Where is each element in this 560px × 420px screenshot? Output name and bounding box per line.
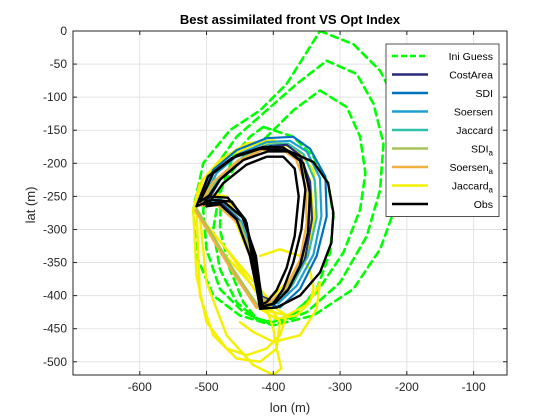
x-tick-label: -100 [462, 380, 486, 394]
series-group [191, 31, 409, 375]
series-line-21 [201, 150, 312, 308]
y-axis-label: lat (m) [23, 187, 38, 224]
legend-entry-label: SDI [475, 88, 493, 100]
axis-ticks: -600 -500 -400 -300 -200 -100 0 -50 -100 -150 -200… [43, 24, 507, 394]
plot-frame [72, 30, 508, 376]
y-tick-label: -150 [43, 123, 67, 137]
legend-entry-subscript: a [489, 186, 494, 195]
y-tick-label: -250 [43, 189, 67, 203]
x-tick-label: -200 [395, 380, 419, 394]
legend-entry-label: Soersena [449, 162, 493, 176]
legend: Ini GuessCostAreaSDISoersenJaccardSDIaSo… [385, 43, 500, 217]
x-tick-label: -500 [195, 380, 219, 394]
x-tick-label: -400 [261, 380, 285, 394]
series-line-6 [198, 214, 283, 375]
legend-entry-subscript: a [489, 149, 494, 158]
legend-entry-text: Obs [474, 199, 493, 211]
legend-entry-label: CostArea [449, 70, 493, 82]
legend-entry-label: SDIa [471, 144, 494, 158]
series-line-7 [238, 281, 322, 344]
chart-title: Best assimilated front VS Opt Index [180, 12, 401, 27]
legend-entry-label: Obs [474, 199, 493, 211]
legend-entry-label: Jaccarda [452, 181, 494, 195]
y-tick-label: -50 [50, 57, 68, 71]
legend-entry-subscript: a [489, 167, 494, 176]
legend-entry-label: Soersen [454, 107, 493, 119]
legend-entry-text: Jaccard [456, 125, 493, 137]
x-tick-label: -600 [128, 380, 152, 394]
legend-entry-text: Ini Guess [449, 51, 493, 63]
legend-entry-label: Ini Guess [449, 51, 493, 63]
series-line-22 [205, 155, 300, 307]
y-tick-label: 0 [60, 24, 67, 38]
y-tick-label: -500 [43, 355, 67, 369]
legend-entry-text: Soersen [454, 107, 493, 119]
y-tick-label: -300 [43, 222, 67, 236]
legend-entry-text: SDI [475, 88, 493, 100]
series-line-10 [195, 207, 260, 308]
series-line-14 [202, 139, 323, 305]
y-tick-label: -100 [43, 90, 67, 104]
y-tick-label: -200 [43, 156, 67, 170]
legend-entry-text: Jaccard [452, 181, 489, 193]
series-line-9 [193, 208, 259, 309]
x-axis-label: lon (m) [270, 400, 310, 415]
y-tick-label: -350 [43, 256, 67, 270]
series-line-20 [198, 145, 307, 309]
legend-entry-text: Soersen [449, 162, 488, 174]
legend-entry-label: Jaccard [456, 125, 493, 137]
legend-entry-text: CostArea [449, 70, 493, 82]
x-tick-label: -300 [328, 380, 352, 394]
series-line-8 [258, 248, 315, 320]
y-tick-label: -400 [43, 289, 67, 303]
legend-entry-text: SDI [471, 144, 489, 156]
y-tick-label: -450 [43, 322, 67, 336]
